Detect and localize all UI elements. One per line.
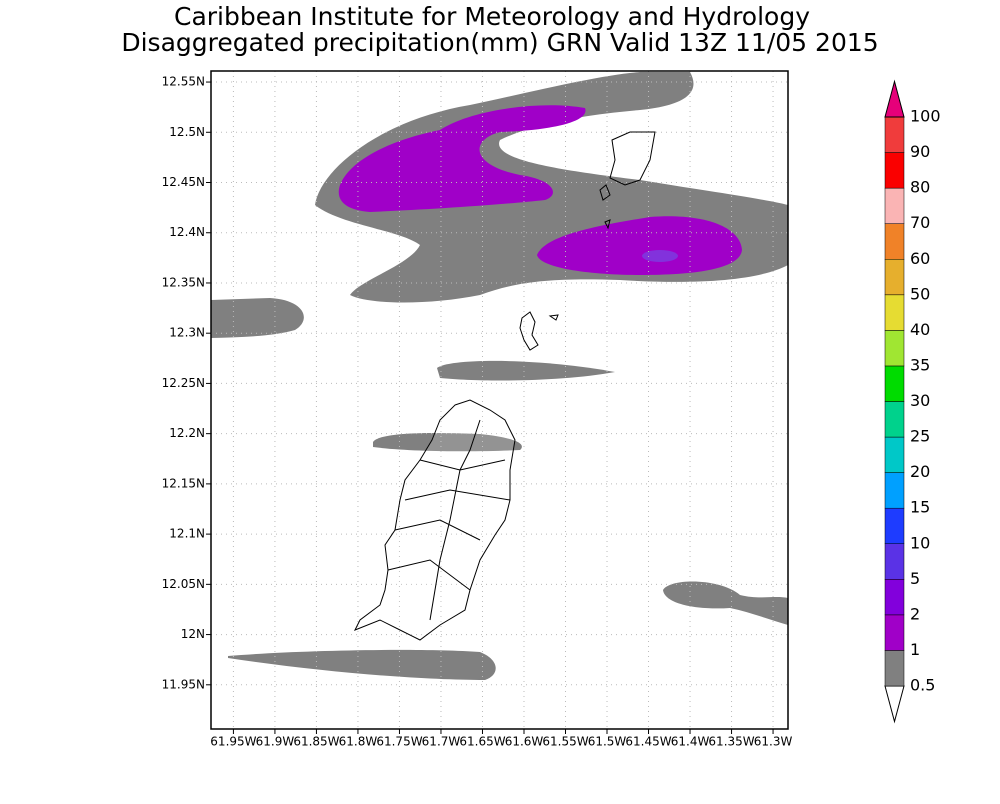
- colorbar-segment: [884, 116, 905, 153]
- x-tick-label: 61.35W: [708, 735, 754, 749]
- y-tick-label: 12.4N: [169, 225, 205, 239]
- coastlines: [353, 131, 656, 641]
- colorbar-segment: [884, 259, 905, 296]
- colorbar-label: 80: [910, 178, 930, 197]
- colorbar-label: 20: [910, 462, 930, 481]
- precip-area: [663, 581, 788, 625]
- colorbar-under: [884, 685, 905, 724]
- precip-area: [437, 360, 615, 381]
- colorbar-segment: [884, 472, 905, 509]
- y-tick-label: 12.55N: [162, 75, 205, 89]
- colorbar-segment: [884, 152, 905, 189]
- y-tick-label: 12.2N: [169, 426, 205, 440]
- colorbar-label: 35: [910, 355, 930, 374]
- precip-area: [642, 250, 678, 262]
- colorbar-label: 1: [910, 640, 920, 659]
- colorbar-over: [884, 79, 905, 118]
- grenadines-islands: [548, 131, 656, 321]
- colorbar-label: 100: [910, 107, 941, 126]
- colorbar-label: 50: [910, 284, 930, 303]
- carriacou: [519, 311, 539, 351]
- precip-fields: [211, 72, 788, 680]
- colorbar-label: 60: [910, 249, 930, 268]
- plot-frame: [210, 70, 789, 730]
- colorbar-segment: [884, 614, 905, 651]
- colorbar-segment: [884, 365, 905, 402]
- x-tick-label: 61.8W: [339, 735, 378, 749]
- y-tick-label: 12.25N: [162, 376, 205, 390]
- y-tick-label: 12.45N: [162, 175, 205, 189]
- title: Caribbean Institute for Meteorology and …: [174, 2, 810, 31]
- colorbar-label: 0.5: [910, 676, 935, 695]
- x-tick-label: 61.95W: [210, 735, 256, 749]
- subtitle: Disaggregated precipitation(mm) GRN Vali…: [121, 28, 878, 57]
- colorbar-segment: [884, 579, 905, 616]
- colorbar-label: 10: [910, 533, 930, 552]
- x-tick-label: 61.65W: [459, 735, 505, 749]
- colorbar-segment: [884, 401, 905, 438]
- y-tick-label: 12.15N: [162, 476, 205, 490]
- precip-area: [211, 298, 304, 338]
- colorbar-segment: [884, 187, 905, 224]
- colorbar-label: 15: [910, 498, 930, 517]
- y-tick-label: 12.3N: [169, 326, 205, 340]
- precip-area: [373, 432, 522, 452]
- x-tick-label: 61.85W: [293, 735, 339, 749]
- y-tick-label: 12N: [181, 627, 205, 641]
- parish-lines: [387, 419, 511, 621]
- colorbar-label: 2: [910, 604, 920, 623]
- y-tick-label: 11.95N: [162, 677, 205, 691]
- y-tick-label: 12.35N: [162, 275, 205, 289]
- colorbar-label: 40: [910, 320, 930, 339]
- x-tick-label: 61.55W: [542, 735, 588, 749]
- x-tick-label: 61.45W: [625, 735, 671, 749]
- x-tick-label: 61.5W: [588, 735, 627, 749]
- colorbar-segment: [884, 650, 905, 687]
- x-tick-label: 61.4W: [671, 735, 710, 749]
- x-tick-label: 61.7W: [422, 735, 461, 749]
- precip-area: [338, 105, 586, 212]
- precip-area: [228, 649, 496, 680]
- colorbar-segment: [884, 436, 905, 473]
- x-tick-label: 61.6W: [505, 735, 544, 749]
- colorbar-segment: [884, 330, 905, 367]
- colorbar-segment: [884, 223, 905, 260]
- colorbar-segment: [884, 507, 905, 544]
- colorbar-label: 90: [910, 142, 930, 161]
- y-tick-label: 12.1N: [169, 527, 205, 541]
- colorbar-label: 5: [910, 569, 920, 588]
- grid: [211, 71, 788, 729]
- y-tick-label: 12.05N: [162, 577, 205, 591]
- colorbar-label: 70: [910, 213, 930, 232]
- x-tick-label: 61.9W: [256, 735, 295, 749]
- grenada: [353, 399, 516, 641]
- colorbar-label: 25: [910, 427, 930, 446]
- x-tick-label: 61.3W: [754, 735, 793, 749]
- y-tick-label: 12.5N: [169, 125, 205, 139]
- colorbar-segment: [884, 543, 905, 580]
- x-tick-label: 61.75W: [376, 735, 422, 749]
- colorbar-segment: [884, 294, 905, 331]
- colorbar-label: 30: [910, 391, 930, 410]
- precip-area: [537, 216, 742, 275]
